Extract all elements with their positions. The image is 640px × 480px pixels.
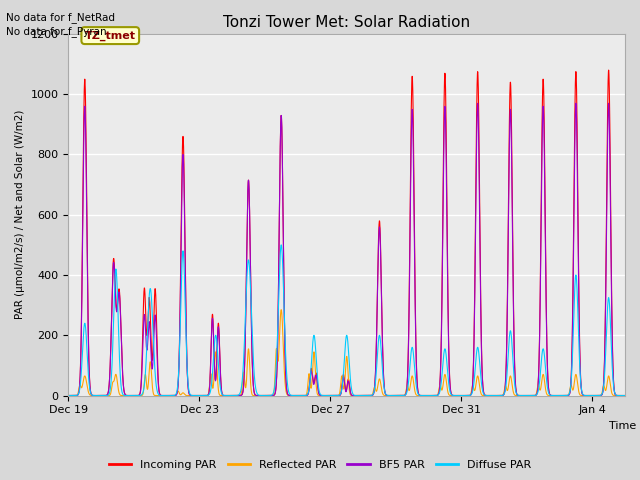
X-axis label: Time: Time <box>609 421 636 431</box>
Incoming PAR <box>621 393 629 398</box>
Reflected PAR <box>278 307 285 312</box>
Line: BF5 PAR: BF5 PAR <box>68 103 625 396</box>
Diffuse PAR <box>154 388 161 394</box>
Diffuse PAR <box>65 393 72 398</box>
Incoming PAR <box>65 393 72 398</box>
BF5 PAR <box>154 360 161 366</box>
Incoming PAR <box>605 67 612 73</box>
Diffuse PAR <box>621 393 629 398</box>
BF5 PAR <box>506 145 513 151</box>
Diffuse PAR <box>336 392 344 398</box>
Incoming PAR <box>154 349 161 355</box>
Diffuse PAR <box>506 335 513 340</box>
BF5 PAR <box>87 391 95 397</box>
BF5 PAR <box>605 100 612 106</box>
BF5 PAR <box>191 393 198 398</box>
Reflected PAR <box>154 393 161 398</box>
Text: No data for f_Pyran: No data for f_Pyran <box>6 26 107 37</box>
Reflected PAR <box>191 393 198 398</box>
Reflected PAR <box>336 388 344 394</box>
Incoming PAR <box>87 391 95 396</box>
Reflected PAR <box>195 393 202 398</box>
Diffuse PAR <box>611 387 618 393</box>
Title: Tonzi Tower Met: Solar Radiation: Tonzi Tower Met: Solar Radiation <box>223 15 470 30</box>
Text: TZ_tmet: TZ_tmet <box>84 30 136 41</box>
Incoming PAR <box>336 393 344 398</box>
Y-axis label: PAR (μmol/m2/s) / Net and Solar (W/m2): PAR (μmol/m2/s) / Net and Solar (W/m2) <box>15 110 25 319</box>
BF5 PAR <box>336 393 344 398</box>
Reflected PAR <box>87 393 95 398</box>
Text: No data for f_NetRad: No data for f_NetRad <box>6 12 115 23</box>
BF5 PAR <box>65 393 72 398</box>
Diffuse PAR <box>191 393 198 398</box>
Diffuse PAR <box>87 391 95 397</box>
Reflected PAR <box>65 393 72 398</box>
Incoming PAR <box>611 387 618 393</box>
BF5 PAR <box>621 393 629 398</box>
BF5 PAR <box>611 388 618 394</box>
Diffuse PAR <box>278 242 285 248</box>
Reflected PAR <box>506 376 513 382</box>
Line: Incoming PAR: Incoming PAR <box>68 70 625 396</box>
Legend: Incoming PAR, Reflected PAR, BF5 PAR, Diffuse PAR: Incoming PAR, Reflected PAR, BF5 PAR, Di… <box>105 456 535 474</box>
Reflected PAR <box>611 393 618 398</box>
Reflected PAR <box>621 393 629 398</box>
Line: Reflected PAR: Reflected PAR <box>68 310 625 396</box>
BF5 PAR <box>327 393 335 398</box>
Incoming PAR <box>327 393 335 398</box>
Incoming PAR <box>506 121 513 127</box>
Line: Diffuse PAR: Diffuse PAR <box>68 245 625 396</box>
Incoming PAR <box>191 393 198 398</box>
